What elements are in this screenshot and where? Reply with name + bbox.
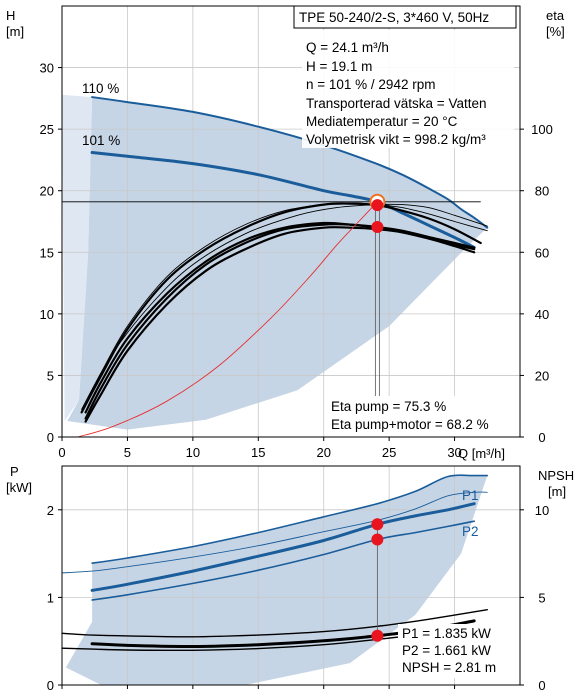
top-x-tick-label-3: 15 (251, 445, 265, 460)
pump-curve-frame (61, 5, 521, 438)
npsh-value: NPSH = 2.81 m (402, 660, 496, 675)
p-axis-label: P (10, 464, 19, 479)
top-x-tick-label-6: 30 (447, 445, 461, 460)
operating-points (369, 193, 386, 234)
top-series-2 (84, 223, 476, 420)
top-y2-tick-label-0: 0 (538, 430, 545, 445)
bot-series-3 (91, 520, 475, 601)
curve-label-101: 101 % (82, 133, 120, 148)
operating-point-lines (62, 201, 481, 407)
eta-pump-point (371, 199, 384, 212)
top-y-tick-label-2: 10 (40, 307, 54, 322)
eta-axis-unit: [%] (546, 24, 565, 39)
top-series-1 (90, 151, 476, 249)
eta-total-point (371, 221, 384, 234)
info-temperature: Mediatemperatur = 20 °C (306, 114, 458, 129)
info-density: Volymetrisk vikt = 998.2 kg/m³ (306, 132, 486, 147)
top-x-tick-label-5: 25 (382, 445, 396, 460)
pump-curve-ticks: 0 5 10 15 20 25 30 0 5 10 15 20 25 30 0 20 40 60 80 100 (40, 61, 553, 460)
h-axis-unit: [m] (6, 24, 24, 39)
top-series-4 (84, 226, 476, 423)
efficiency-annotation-bg (328, 396, 512, 436)
bot-series-0 (91, 474, 489, 564)
top-x-tick-label-2: 10 (186, 445, 200, 460)
top-series-6 (81, 202, 488, 410)
p1-value: P1 = 1.835 kW (402, 626, 491, 641)
npsh-axis-unit: [m] (548, 484, 566, 499)
top-x-tick-label-0: 0 (58, 445, 65, 460)
operating-range-light (62, 94, 93, 421)
bot-y-tick-label-2: 2 (47, 503, 54, 518)
bot-y-tick-label-0: 0 (47, 678, 54, 693)
power-ticks: 0 1 2 0 5 10 (47, 503, 549, 693)
info-liquid: Transporterad vätska = Vatten (306, 96, 486, 111)
top-y-tick-label-0: 0 (47, 430, 54, 445)
bot-y2-tick-label-0: 0 (538, 678, 545, 693)
top-y-tick-label-5: 25 (40, 122, 54, 137)
top-y-tick-label-1: 5 (47, 368, 54, 383)
top-y2-tick-label-5: 100 (531, 122, 553, 137)
bot-y2-tick-label-2: 10 (535, 503, 549, 518)
power-operating-points (371, 518, 384, 642)
power-annotation: P1 = 1.835 kW P2 = 1.661 kW NPSH = 2.81 … (398, 624, 512, 678)
bot-series-2 (90, 502, 476, 592)
bot-y-tick-label-1: 1 (47, 590, 54, 605)
pump-info-box: TPE 50-240/2-S, 3*460 V, 50Hz Q = 24.1 m… (293, 5, 517, 148)
efficiency-annotation: Eta pump = 75.3 % Eta pump+motor = 68.2 … (328, 396, 512, 436)
pump-curve-panel: 0 5 10 15 20 25 30 0 5 10 15 20 25 30 0 20 40 60 80 100 H [… (6, 5, 565, 461)
bot-y2-tick-label-1: 5 (538, 590, 545, 605)
npsh-axis-label: NPSH (538, 468, 574, 483)
operating-range-area (67, 97, 488, 430)
top-y2-tick-label-2: 40 (535, 307, 549, 322)
info-flow: Q = 24.1 m³/h (306, 40, 389, 55)
p-axis-unit: [kW] (6, 480, 32, 495)
power-npsh-panel: 0 1 2 0 5 10 P [kW] NPSH [m] P1 P2 P1 = 1.835… (6, 464, 574, 693)
h-axis-label: H (6, 8, 15, 23)
top-y2-tick-label-3: 60 (535, 245, 549, 260)
top-y-tick-label-4: 20 (40, 184, 54, 199)
pump-title-box (293, 5, 517, 29)
power-frame (61, 465, 521, 686)
top-y-tick-label-3: 15 (40, 245, 54, 260)
npsh-point (371, 629, 384, 642)
eta-axis-label: eta (546, 8, 565, 23)
q-axis-label: Q [m³/h] (458, 446, 505, 461)
top-x-tick-label-1: 5 (124, 445, 131, 460)
top-series-7 (87, 203, 488, 398)
top-y-tick-label-6: 30 (40, 61, 54, 76)
p2-point (371, 533, 384, 546)
info-speed: n = 101 % / 2942 rpm (306, 77, 435, 92)
eta-pump-value: Eta pump = 75.3 % (331, 399, 446, 414)
top-series-5 (80, 202, 482, 414)
top-y2-tick-label-4: 80 (535, 184, 549, 199)
p2-value: P2 = 1.661 kW (402, 643, 491, 658)
bot-series-5 (61, 609, 488, 638)
power-annotation-bg (398, 624, 512, 678)
p1-point (371, 518, 384, 531)
info-head: H = 19.1 m (306, 59, 372, 74)
curve-label-110: 110 % (82, 81, 119, 96)
pump-title: TPE 50-240/2-S, 3*460 V, 50Hz (299, 10, 489, 25)
pump-info-bg (302, 30, 514, 148)
top-x-tick-label-4: 20 (316, 445, 330, 460)
p1-curve-label: P1 (462, 488, 479, 503)
pump-curve-series (77, 96, 489, 438)
top-series-8 (77, 201, 378, 438)
eta-total-value: Eta pump+motor = 68.2 % (331, 417, 489, 432)
bot-series-1 (61, 491, 488, 574)
top-series-0 (91, 96, 489, 229)
top-y2-tick-label-1: 20 (535, 368, 549, 383)
p2-curve-label: P2 (462, 524, 479, 539)
